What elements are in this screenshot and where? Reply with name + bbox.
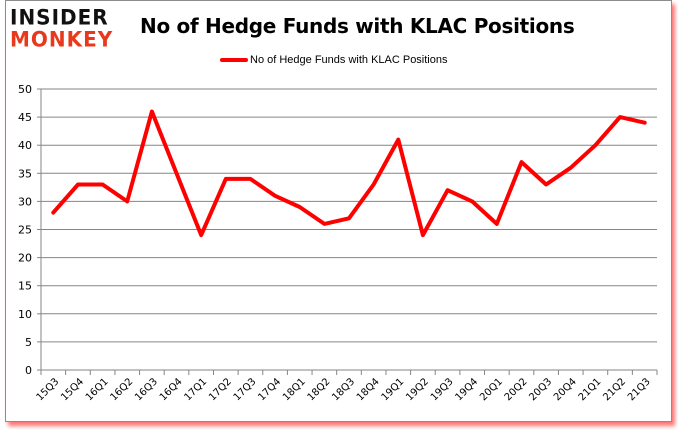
series-line xyxy=(51,109,647,238)
x-tick-label: 16Q1 xyxy=(84,376,111,403)
x-tick-label: 18Q3 xyxy=(330,376,357,403)
x-tick-label: 20Q2 xyxy=(503,376,530,403)
x-tick-label: 20Q4 xyxy=(552,376,579,403)
chart-legend: No of Hedge Funds with KLAC Positions xyxy=(220,54,448,66)
x-tick-label: 16Q4 xyxy=(158,376,185,403)
x-tick-label: 21Q3 xyxy=(626,376,653,403)
y-tick-label: 30 xyxy=(18,195,32,208)
x-tick-label: 17Q1 xyxy=(182,376,209,403)
x-tick-label: 16Q2 xyxy=(109,376,136,403)
x-tick-label: 18Q2 xyxy=(306,376,333,403)
x-tick-label: 17Q3 xyxy=(232,376,259,403)
x-tick-label: 17Q2 xyxy=(207,376,234,403)
y-tick-label: 5 xyxy=(25,336,32,349)
y-tick-label: 40 xyxy=(18,139,32,152)
x-tick-label: 20Q1 xyxy=(478,376,505,403)
y-tick-label: 15 xyxy=(18,280,32,293)
legend-label: No of Hedge Funds with KLAC Positions xyxy=(250,54,448,66)
x-tick-label: 18Q4 xyxy=(355,376,382,403)
chart-title: No of Hedge Funds with KLAC Positions xyxy=(140,14,575,38)
y-tick-label: 45 xyxy=(18,111,32,124)
x-tick-label: 21Q1 xyxy=(577,376,604,403)
x-tick-label: 17Q4 xyxy=(256,376,283,403)
x-tick-label: 18Q1 xyxy=(281,376,308,403)
x-tick-label: 19Q4 xyxy=(453,376,480,403)
y-tick-label: 50 xyxy=(18,83,32,96)
y-tick-label: 0 xyxy=(25,364,32,377)
y-tick-label: 35 xyxy=(18,167,32,180)
y-tick-label: 20 xyxy=(18,252,32,265)
x-tick-label: 19Q1 xyxy=(380,376,407,403)
x-tick-label: 15Q4 xyxy=(59,376,86,403)
x-tick-label: 21Q2 xyxy=(601,376,628,403)
x-tick-label: 19Q2 xyxy=(404,376,431,403)
chart-frame xyxy=(5,0,672,422)
x-tick-label: 16Q3 xyxy=(133,376,160,403)
x-tick-label: 15Q3 xyxy=(35,376,62,403)
insider-monkey-logo: INSIDER MONKEY xyxy=(10,4,125,52)
y-tick-label: 25 xyxy=(18,224,32,237)
logo-line-2: MONKEY xyxy=(10,26,114,52)
logo-line-1: INSIDER xyxy=(10,4,109,30)
y-tick-label: 10 xyxy=(18,308,32,321)
x-tick-label: 20Q3 xyxy=(527,376,554,403)
x-tick-label: 19Q3 xyxy=(429,376,456,403)
legend-line-swatch-icon xyxy=(220,58,248,62)
